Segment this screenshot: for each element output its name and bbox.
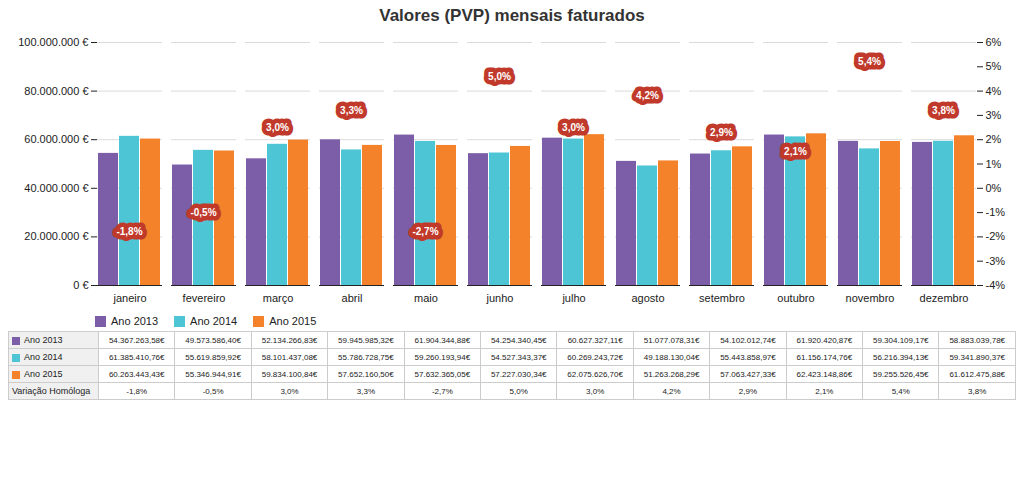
- svg-text:maio: maio: [414, 292, 438, 304]
- svg-text:janeiro: janeiro: [112, 292, 146, 304]
- svg-text:novembro: novembro: [846, 292, 895, 304]
- svg-text:3,0%: 3,0%: [266, 122, 289, 133]
- svg-text:-4%: -4%: [986, 279, 1006, 291]
- svg-text:2,1%: 2,1%: [784, 146, 807, 157]
- svg-text:0 €: 0 €: [73, 279, 88, 291]
- svg-text:5%: 5%: [986, 60, 1002, 72]
- html-text:55.443.858,97€: 55.443.858,97€: [720, 352, 776, 362]
- html-text:Ano 2015: Ano 2015: [24, 369, 63, 379]
- html-text:54.254.340,45€: 54.254.340,45€: [490, 335, 547, 345]
- svg-text:junho: junho: [486, 292, 514, 304]
- html-text:Ano 2015: Ano 2015: [269, 315, 317, 327]
- html-text:57.632.365,05€: 57.632.365,05€: [414, 369, 471, 379]
- svg-text:julho: julho: [561, 292, 585, 304]
- html-text:62.423.148,86€: 62.423.148,86€: [796, 369, 853, 379]
- svg-text:2,9%: 2,9%: [710, 127, 733, 138]
- html-text:61.920.420,87€: 61.920.420,87€: [796, 335, 853, 345]
- html-text:60.263.443,43€: 60.263.443,43€: [108, 369, 165, 379]
- html-text:57.227.030,34€: 57.227.030,34€: [490, 369, 547, 379]
- svg-text:0%: 0%: [986, 182, 1002, 194]
- html-text:2,9%: 2,9%: [738, 386, 758, 396]
- html-text:49.573.586,40€: 49.573.586,40€: [185, 335, 241, 345]
- html-text:54.527.343,37€: 54.527.343,37€: [490, 352, 547, 362]
- svg-text:60.000.000 €: 60.000.000 €: [24, 133, 88, 145]
- html-text:3,3%: 3,3%: [356, 386, 375, 396]
- svg-text:fevereiro: fevereiro: [183, 292, 226, 304]
- html-text:61.612.475,88€: 61.612.475,88€: [949, 369, 1005, 379]
- html-text:61.385.410,76€: 61.385.410,76€: [108, 352, 165, 362]
- html-text:51.077.078,31€: 51.077.078,31€: [643, 335, 700, 345]
- html-text:3,0%: 3,0%: [586, 386, 605, 396]
- html-text:59.304.109,17€: 59.304.109,17€: [873, 335, 929, 345]
- html-text:61.156.174,76€: 61.156.174,76€: [796, 352, 853, 362]
- html-text:2,1%: 2,1%: [815, 386, 834, 396]
- html-text:59.834.100,84€: 59.834.100,84€: [261, 369, 318, 379]
- svg-text:1%: 1%: [986, 158, 1002, 170]
- html-text:51.263.268,29€: 51.263.268,29€: [643, 369, 700, 379]
- svg-text:-2%: -2%: [986, 230, 1006, 242]
- html-text:59.341.890,37€: 59.341.890,37€: [949, 352, 1005, 362]
- html-text:55.786.728,75€: 55.786.728,75€: [338, 352, 394, 362]
- svg-text:100.000.000 €: 100.000.000 €: [18, 36, 88, 48]
- html-text:60.269.243,72€: 60.269.243,72€: [567, 352, 623, 362]
- html-text:52.134.266,83€: 52.134.266,83€: [261, 335, 318, 345]
- html-text:-0,5%: -0,5%: [202, 386, 224, 396]
- html-text:60.627.327,11€: 60.627.327,11€: [567, 335, 623, 345]
- html-text:61.904.344,88€: 61.904.344,88€: [414, 335, 471, 345]
- html-text:3,8%: 3,8%: [968, 386, 987, 396]
- html-text:59.945.985,32€: 59.945.985,32€: [338, 335, 394, 345]
- html-text:Ano 2013: Ano 2013: [111, 315, 159, 327]
- html-text:59.260.193,94€: 59.260.193,94€: [414, 352, 471, 362]
- html-text:57.652.160,50€: 57.652.160,50€: [338, 369, 394, 379]
- html-text:54.102.012,74€: 54.102.012,74€: [720, 335, 776, 345]
- svg-text:40.000.000 €: 40.000.000 €: [24, 182, 88, 194]
- html-text:-2,7%: -2,7%: [431, 386, 453, 396]
- svg-text:3,3%: 3,3%: [340, 105, 363, 116]
- svg-text:3,0%: 3,0%: [562, 122, 585, 133]
- html-text:Ano 2014: Ano 2014: [24, 352, 63, 362]
- html-text:58.101.437,08€: 58.101.437,08€: [261, 352, 318, 362]
- svg-text:80.000.000 €: 80.000.000 €: [24, 85, 88, 97]
- svg-text:-3%: -3%: [986, 255, 1006, 267]
- html-text:57.063.427,33€: 57.063.427,33€: [720, 369, 776, 379]
- html-text:3,0%: 3,0%: [280, 386, 299, 396]
- html-text:Valores (PVP) mensais faturado: Valores (PVP) mensais faturados: [379, 6, 645, 25]
- svg-text:dezembro: dezembro: [920, 292, 969, 304]
- svg-text:setembro: setembro: [699, 292, 745, 304]
- svg-text:5,4%: 5,4%: [858, 56, 881, 67]
- html-text:-1,8%: -1,8%: [126, 386, 148, 396]
- svg-text:-1%: -1%: [986, 206, 1006, 218]
- svg-text:abril: abril: [342, 292, 363, 304]
- html-text:5,0%: 5,0%: [509, 386, 528, 396]
- svg-text:2%: 2%: [986, 133, 1002, 145]
- html-text:58.883.039,78€: 58.883.039,78€: [949, 335, 1005, 345]
- svg-text:6%: 6%: [986, 36, 1002, 48]
- html-text:Variação Homóloga: Variação Homóloga: [12, 386, 91, 396]
- html-text:Ano 2013: Ano 2013: [24, 335, 63, 345]
- html-text:5,4%: 5,4%: [891, 386, 910, 396]
- svg-text:4%: 4%: [986, 85, 1002, 97]
- html-text:Ano 2014: Ano 2014: [190, 315, 238, 327]
- svg-text:agosto: agosto: [631, 292, 664, 304]
- html-text:54.367.263,58€: 54.367.263,58€: [108, 335, 165, 345]
- svg-text:3,8%: 3,8%: [932, 105, 955, 116]
- svg-text:20.000.000 €: 20.000.000 €: [24, 230, 88, 242]
- svg-text:5,0%: 5,0%: [488, 71, 511, 82]
- svg-text:-1,8%: -1,8%: [116, 226, 142, 237]
- svg-text:março: março: [263, 292, 294, 304]
- svg-text:4,2%: 4,2%: [636, 90, 659, 101]
- html-text:59.255.526,45€: 59.255.526,45€: [873, 369, 929, 379]
- html-text:62.075.626,70€: 62.075.626,70€: [567, 369, 623, 379]
- html-text:55.619.859,92€: 55.619.859,92€: [185, 352, 241, 362]
- svg-text:outubro: outubro: [777, 292, 814, 304]
- svg-text:-0,5%: -0,5%: [190, 207, 216, 218]
- html-text:49.188.130,04€: 49.188.130,04€: [643, 352, 700, 362]
- html-text:4,2%: 4,2%: [662, 386, 681, 396]
- svg-text:3%: 3%: [986, 109, 1002, 121]
- svg-text:-2,7%: -2,7%: [412, 226, 438, 237]
- html-text:55.346.944,91€: 55.346.944,91€: [185, 369, 241, 379]
- html-text:56.216.394,13€: 56.216.394,13€: [873, 352, 929, 362]
